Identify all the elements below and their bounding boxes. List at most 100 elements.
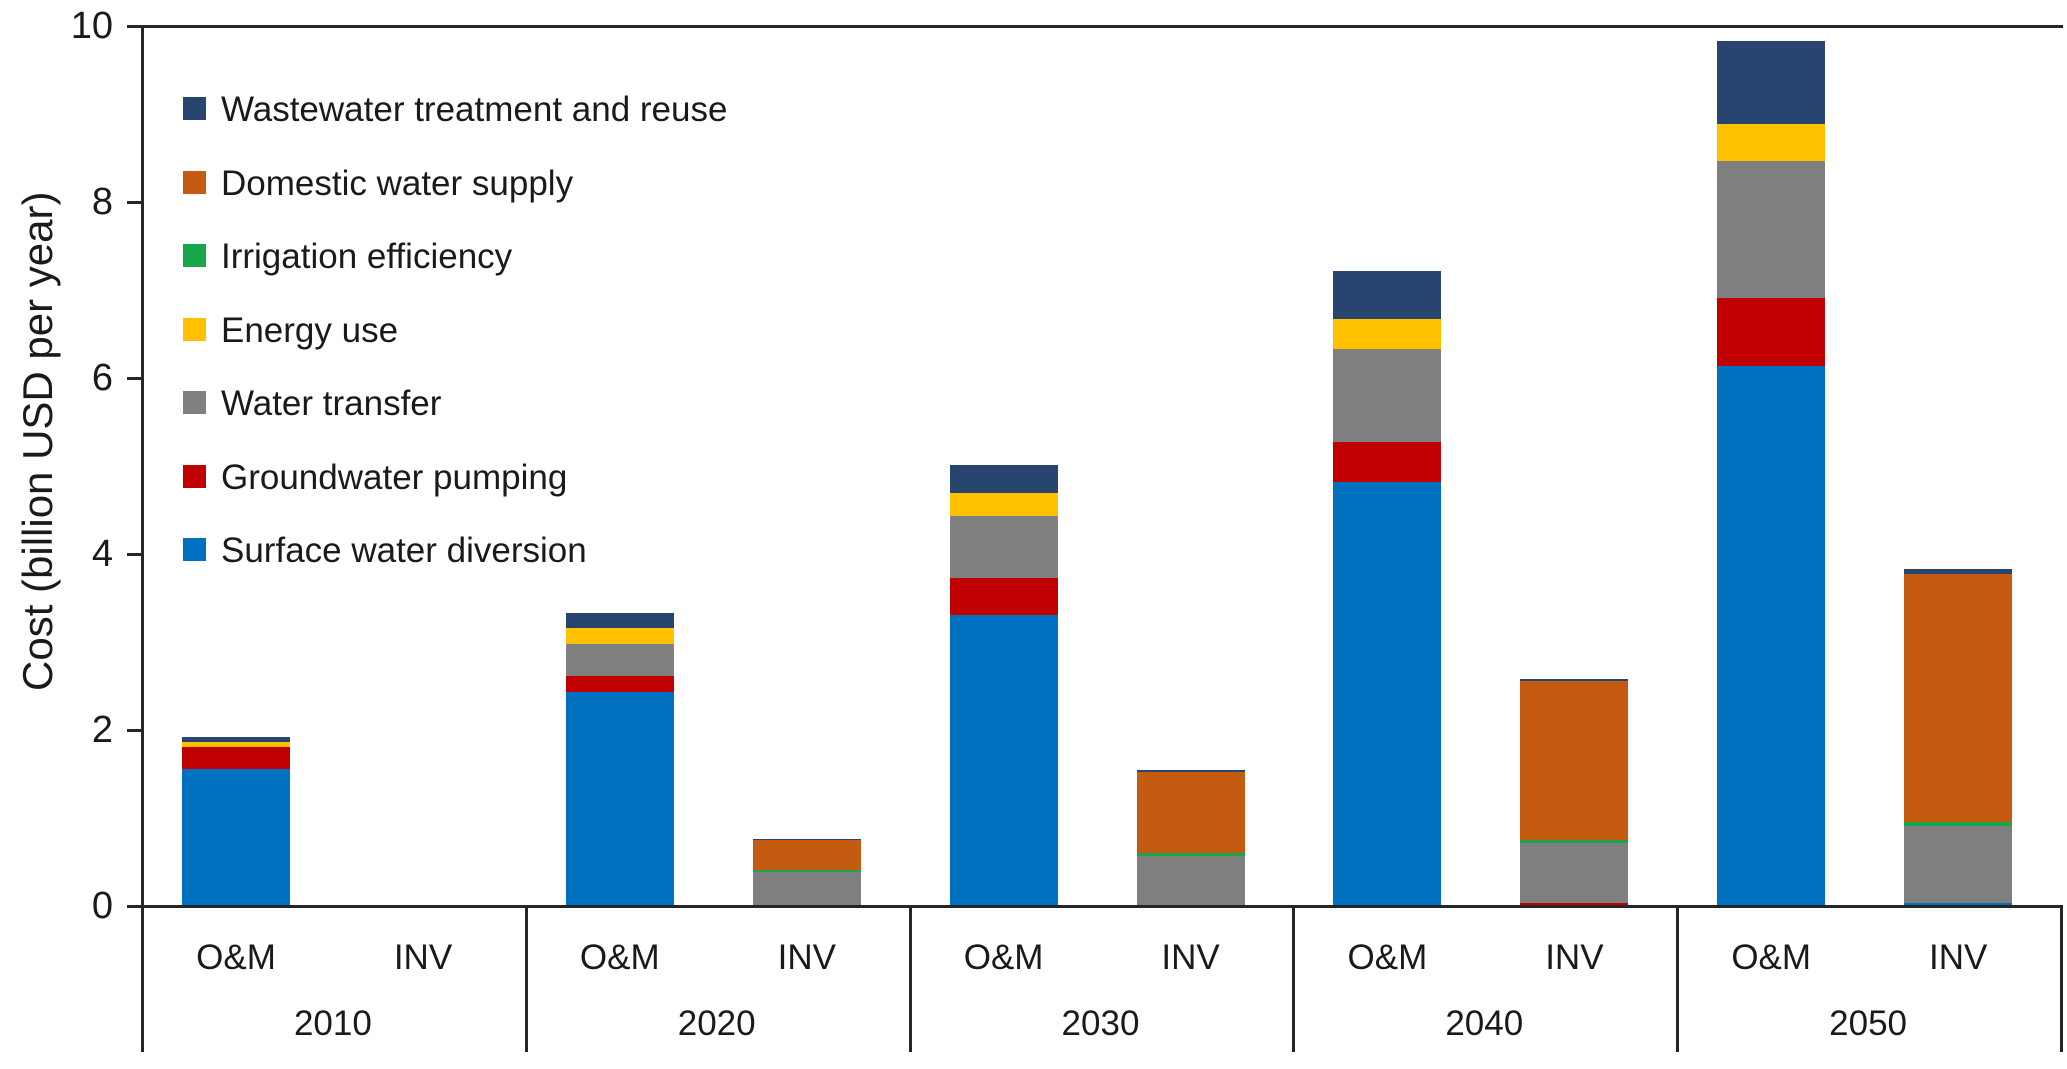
- y-axis-tick: [127, 553, 141, 556]
- legend-label: Energy use: [221, 310, 399, 350]
- legend-swatch: [183, 170, 206, 194]
- bar-segment: [1333, 348, 1442, 443]
- bar-segment: [1904, 574, 2013, 823]
- x-label-inv: INV: [1545, 938, 1604, 977]
- bar-segment: [1520, 839, 1629, 843]
- bar-segment: [1520, 681, 1629, 840]
- legend-item: Wastewater treatment and reuse: [183, 92, 883, 128]
- legend-item: Groundwater pumping: [183, 457, 883, 497]
- bar-segment: [565, 627, 674, 644]
- bar-segment: [1520, 842, 1629, 904]
- bar-segment: [1904, 903, 2013, 905]
- bar-segment: [1333, 318, 1442, 349]
- bar-segment: [182, 742, 290, 747]
- year-group-divider: [1292, 905, 1296, 1052]
- bar-segment: [949, 516, 1058, 578]
- x-label-om: O&M: [579, 938, 660, 977]
- x-label-inv: INV: [1929, 938, 1988, 977]
- legend-label: Domestic water supply: [221, 163, 574, 203]
- axis-right-divider: [2060, 905, 2063, 1052]
- bar-segment: [752, 869, 861, 872]
- x-label-om: O&M: [1347, 938, 1428, 977]
- year-group-divider: [908, 905, 912, 1052]
- bar-segment: [565, 643, 674, 677]
- bar-segment: [752, 839, 861, 840]
- legend-swatch: [183, 244, 206, 267]
- bar-segment: [1717, 297, 1826, 366]
- bar-segment: [752, 839, 861, 870]
- bar-segment: [1333, 271, 1442, 319]
- legend-label: Wastewater treatment and reuse: [221, 90, 728, 129]
- x-label-year: 2050: [1829, 1004, 1908, 1043]
- legend-item: Energy use: [183, 310, 883, 350]
- bar-segment: [565, 612, 674, 628]
- y-axis-tick: [127, 729, 141, 732]
- x-label-year: 2020: [677, 1004, 756, 1043]
- y-tick-label: 4: [91, 533, 113, 575]
- legend-label: Groundwater pumping: [221, 457, 568, 497]
- year-group-divider: [1676, 905, 1680, 1052]
- bar-segment: [752, 871, 861, 905]
- legend-swatch: [183, 97, 206, 120]
- bar-segment: [1717, 365, 1826, 905]
- y-tick-label: 10: [70, 5, 113, 47]
- legend-label: Water transfer: [221, 384, 442, 423]
- x-axis-top-border: [141, 25, 2063, 28]
- bar-segment: [949, 614, 1058, 905]
- x-axis-line: [141, 905, 2063, 908]
- year-group-divider: [524, 905, 528, 1052]
- bar-segment: [1520, 678, 1629, 682]
- bar-segment: [1136, 770, 1245, 773]
- bar-segment: [1136, 853, 1245, 856]
- legend-swatch: [183, 317, 206, 341]
- bar-segment: [1904, 568, 2013, 575]
- bar-segment: [1136, 772, 1245, 854]
- legend-swatch: [183, 538, 206, 561]
- legend-item: Domestic water supply: [183, 163, 883, 203]
- bar-segment: [1333, 442, 1442, 482]
- legend-swatch: [183, 391, 206, 414]
- bar-segment: [949, 465, 1058, 494]
- legend-item: Surface water diversion: [183, 533, 883, 569]
- x-label-om: O&M: [963, 938, 1044, 977]
- bar-segment: [1717, 161, 1826, 298]
- y-tick-label: 0: [91, 885, 113, 927]
- bar-segment: [182, 746, 290, 769]
- bar-segment: [182, 768, 290, 905]
- bar-segment: [949, 577, 1058, 615]
- legend-label: Irrigation efficiency: [221, 237, 513, 276]
- y-axis-line: [141, 25, 144, 1052]
- x-label-inv: INV: [1161, 938, 1220, 977]
- bar-segment: [1717, 124, 1826, 162]
- bar-segment: [1520, 903, 1629, 905]
- legend-item: Irrigation efficiency: [183, 239, 883, 275]
- bar-segment: [949, 493, 1058, 517]
- y-axis-tick: [127, 25, 141, 28]
- y-axis-tick: [127, 201, 141, 204]
- x-label-year: 2010: [293, 1004, 372, 1043]
- x-label-year: 2030: [1061, 1004, 1140, 1043]
- legend-item: Water transfer: [183, 386, 883, 422]
- y-tick-label: 2: [91, 709, 113, 751]
- bar-segment: [1136, 855, 1245, 905]
- legend-swatch: [183, 464, 206, 488]
- y-tick-label: 6: [91, 357, 113, 399]
- bar-segment: [182, 736, 290, 743]
- x-label-om: O&M: [1731, 938, 1812, 977]
- bar-segment: [565, 676, 674, 693]
- y-axis-tick: [127, 905, 141, 908]
- bar-segment: [1904, 825, 2013, 904]
- bar-segment: [1904, 822, 2013, 826]
- bar-segment: [1717, 40, 1826, 125]
- legend-label: Surface water diversion: [221, 531, 587, 570]
- x-label-om: O&M: [196, 938, 276, 977]
- bar-segment: [565, 692, 674, 905]
- x-label-year: 2040: [1445, 1004, 1524, 1043]
- x-label-inv: INV: [777, 938, 836, 977]
- bar-segment: [1333, 481, 1442, 905]
- y-tick-label: 8: [91, 181, 113, 223]
- x-label-inv: INV: [393, 938, 453, 977]
- y-axis-tick: [127, 377, 141, 380]
